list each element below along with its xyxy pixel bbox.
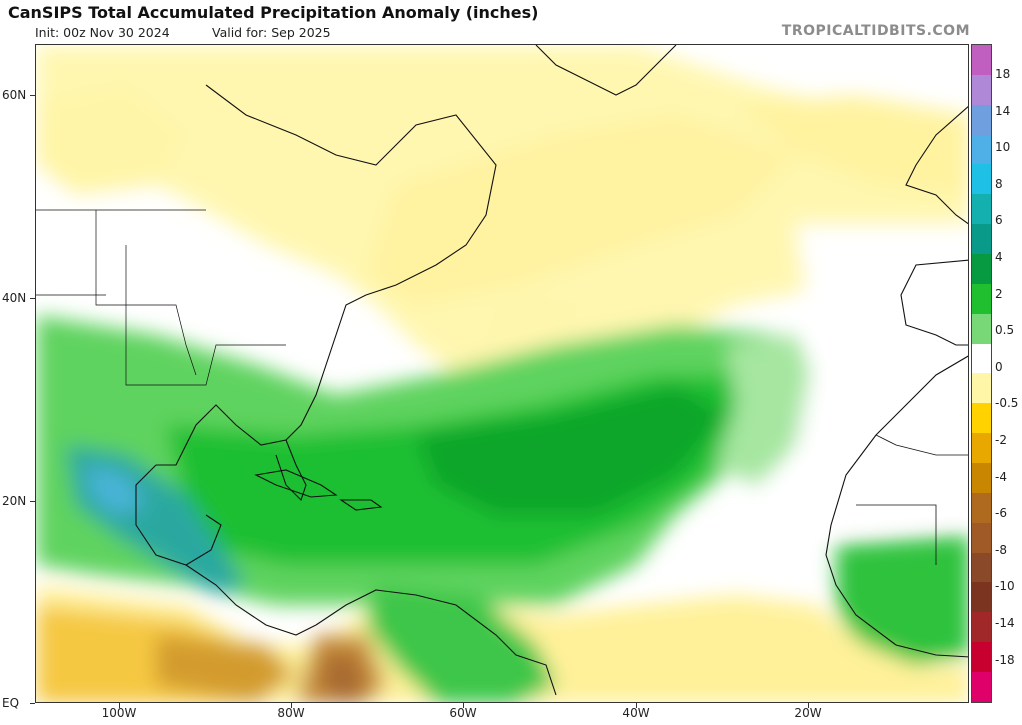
- credit-watermark: TROPICALTIDBITS.COM: [781, 23, 970, 39]
- precip-anomaly-map: [35, 44, 969, 703]
- colorbar-label: 0: [995, 359, 1003, 374]
- colorbar-segment: [972, 612, 991, 643]
- colorbar-segment: [972, 672, 991, 702]
- lon-label-60w: 60W: [449, 706, 477, 720]
- lat-label-40n: 40N: [2, 291, 27, 305]
- lat-label-eq: EQ: [2, 696, 20, 710]
- lon-label-40w: 40W: [622, 706, 650, 720]
- colorbar-label: -14: [995, 616, 1015, 630]
- colorbar-segment: [972, 582, 991, 613]
- init-time: Init: 00z Nov 30 2024: [35, 25, 170, 40]
- lon-label-80w: 80W: [277, 706, 305, 720]
- colorbar-label: -10: [995, 579, 1015, 594]
- colorbar-segment: [972, 74, 991, 105]
- colorbar-segment: [972, 224, 991, 255]
- colorbar-label: -8: [995, 542, 1007, 557]
- lon-label-20w: 20W: [794, 706, 822, 720]
- colorbar-segment: [972, 492, 991, 523]
- colorbar-segment: [972, 104, 991, 135]
- coastlines: [36, 45, 968, 696]
- colorbar-segment: [972, 164, 991, 195]
- colorbar-segment: [972, 45, 991, 75]
- colorbar-segment: [972, 254, 991, 284]
- lat-label-20n: 20N: [2, 494, 27, 508]
- colorbar-segment: [972, 313, 991, 344]
- colorbar-segment: [972, 433, 991, 464]
- lat-label-60n: 60N: [2, 88, 27, 102]
- valid-time: Valid for: Sep 2025: [212, 25, 331, 40]
- colorbar-label: 14: [995, 103, 1011, 118]
- colorbar-label: -18: [995, 652, 1015, 667]
- colorbar-label: 4: [995, 250, 1003, 264]
- lon-tick: [119, 703, 120, 708]
- lon-tick: [463, 703, 464, 708]
- lon-tick: [636, 703, 637, 708]
- colorbar-label: -2: [995, 433, 1007, 447]
- colorbar-segment: [972, 463, 991, 493]
- colorbar-segment: [972, 373, 991, 404]
- colorbar-label: -6: [995, 506, 1007, 521]
- colorbar-segment: [972, 552, 991, 583]
- colorbar-label: 6: [995, 213, 1003, 228]
- colorbar-label: -4: [995, 469, 1007, 484]
- colorbar: [971, 44, 992, 703]
- anomaly-shading: [36, 45, 968, 702]
- lat-tick: [30, 703, 35, 704]
- lon-tick: [291, 703, 292, 708]
- colorbar-label: 8: [995, 176, 1003, 191]
- lat-tick: [30, 298, 35, 299]
- colorbar-segment: [972, 403, 991, 434]
- colorbar-label: 18: [995, 67, 1011, 81]
- colorbar-label: 0.5: [995, 323, 1015, 338]
- colorbar-segment: [972, 522, 991, 553]
- map-field: [36, 45, 968, 702]
- colorbar-segment: [972, 194, 991, 225]
- lon-label-100w: 100W: [101, 706, 137, 720]
- lat-tick: [30, 501, 35, 502]
- colorbar-label: -0.5: [995, 396, 1019, 411]
- colorbar-segment: [972, 343, 991, 374]
- map-title: CanSIPS Total Accumulated Precipitation …: [8, 3, 539, 22]
- colorbar-segment: [972, 283, 991, 314]
- colorbar-segment: [972, 642, 991, 673]
- colorbar-label: 10: [995, 140, 1011, 155]
- lat-tick: [30, 95, 35, 96]
- lon-tick: [808, 703, 809, 708]
- colorbar-label: 2: [995, 286, 1003, 301]
- colorbar-segment: [972, 134, 991, 165]
